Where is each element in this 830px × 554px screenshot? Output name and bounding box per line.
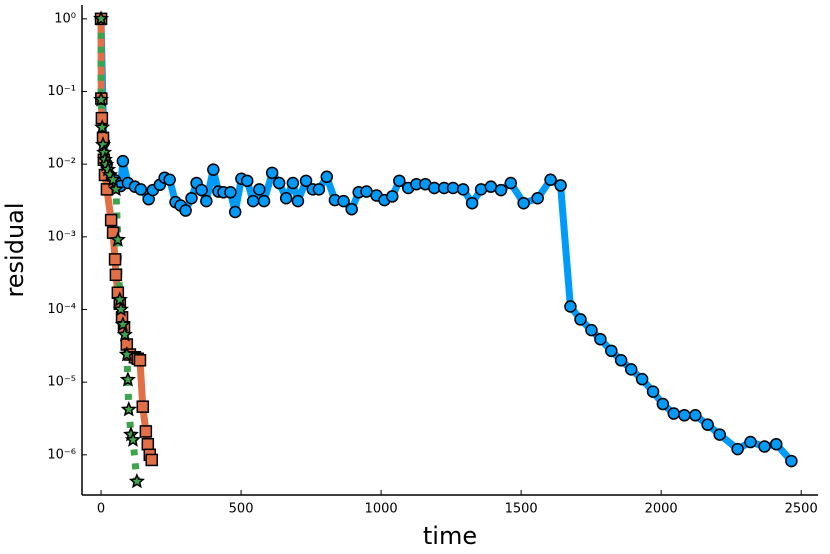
point (136, 400, 150, 413)
x-tick-label: 2000 (645, 502, 678, 517)
series-line (97, 18, 155, 462)
x-axis-label: time (423, 522, 477, 550)
point (133, 354, 147, 367)
point (689, 409, 702, 422)
point (494, 183, 508, 197)
point (163, 173, 176, 187)
point (544, 173, 557, 187)
point (713, 428, 726, 441)
point (107, 180, 124, 197)
y-tick-label: 10⁰ (54, 11, 76, 26)
x-tick-label: 1000 (365, 502, 398, 517)
point (207, 163, 220, 176)
point (116, 154, 130, 168)
point (701, 418, 714, 431)
point (286, 176, 300, 190)
point (635, 372, 649, 386)
y-tick-label: 10⁻⁴ (47, 302, 76, 317)
y-tick-label: 10⁻⁵ (47, 375, 76, 390)
point (94, 119, 111, 135)
point (585, 323, 598, 337)
point (574, 313, 587, 326)
point (279, 191, 293, 205)
point (240, 174, 254, 188)
point (253, 183, 266, 196)
point (456, 183, 470, 196)
point (112, 301, 129, 317)
point (272, 176, 286, 190)
point (291, 194, 305, 208)
point (128, 473, 145, 489)
point (104, 213, 118, 227)
y-tick-label: 10⁻⁶ (47, 447, 76, 462)
point (614, 354, 628, 367)
series-line (97, 18, 795, 464)
point (517, 196, 530, 210)
point (320, 170, 334, 184)
point (465, 196, 479, 210)
y-axis-label: residual (1, 202, 29, 297)
point (118, 346, 135, 362)
point (265, 166, 279, 180)
point (179, 204, 192, 217)
point (185, 191, 198, 205)
point (114, 316, 131, 332)
point (678, 409, 691, 422)
point (531, 191, 544, 205)
point (564, 300, 577, 313)
point (594, 332, 607, 346)
point (504, 176, 518, 190)
point (141, 437, 155, 451)
point (337, 194, 350, 208)
x-tick-label: 1500 (505, 502, 538, 517)
point (246, 194, 260, 208)
point (134, 183, 148, 196)
point (100, 183, 114, 196)
point (770, 437, 783, 451)
point (119, 371, 136, 387)
point (386, 190, 399, 203)
y-tick-label: 10⁻² (47, 157, 76, 172)
point (624, 363, 638, 376)
point (785, 454, 798, 468)
point (667, 407, 681, 420)
point (257, 194, 271, 208)
point (299, 174, 313, 188)
point (758, 440, 771, 453)
x-tick-label: 2500 (785, 502, 818, 517)
point (111, 291, 128, 307)
x-tick-label: 500 (229, 502, 254, 517)
point (139, 425, 153, 438)
point (345, 202, 358, 216)
point (446, 181, 460, 195)
point (109, 268, 123, 282)
point (108, 253, 122, 266)
point (93, 10, 110, 26)
point (312, 183, 326, 196)
point (554, 179, 567, 192)
point (120, 401, 137, 417)
point (605, 344, 618, 358)
point (228, 205, 242, 219)
point (93, 91, 110, 107)
point (393, 174, 406, 188)
point (195, 183, 208, 197)
point (200, 194, 213, 208)
y-tick-label: 10⁻¹ (47, 84, 76, 99)
point (656, 397, 670, 411)
point (646, 385, 660, 398)
x-tick-label: 0 (97, 502, 105, 517)
point (744, 435, 757, 449)
point (124, 431, 142, 447)
point (145, 453, 158, 467)
point (109, 231, 126, 247)
y-tick-label: 10⁻³ (47, 229, 76, 244)
point (224, 186, 237, 199)
point (731, 442, 744, 456)
point (116, 326, 133, 342)
